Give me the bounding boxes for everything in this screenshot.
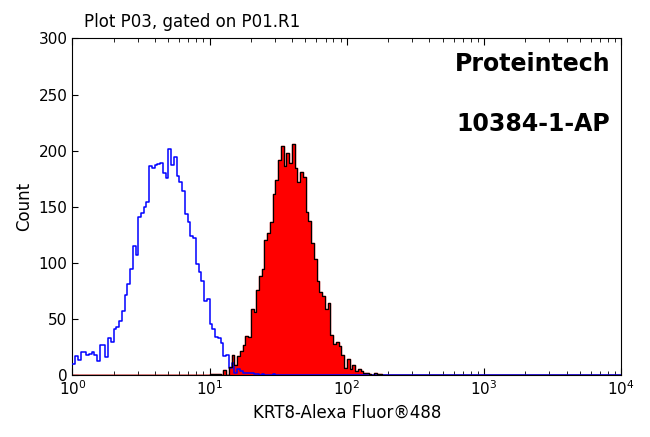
Y-axis label: Count: Count [15,182,33,231]
Text: Proteintech: Proteintech [454,52,610,76]
Text: Plot P03, gated on P01.R1: Plot P03, gated on P01.R1 [84,13,301,31]
Text: 10384-1-AP: 10384-1-AP [456,112,610,136]
X-axis label: KRT8-Alexa Fluor®488: KRT8-Alexa Fluor®488 [253,404,441,422]
